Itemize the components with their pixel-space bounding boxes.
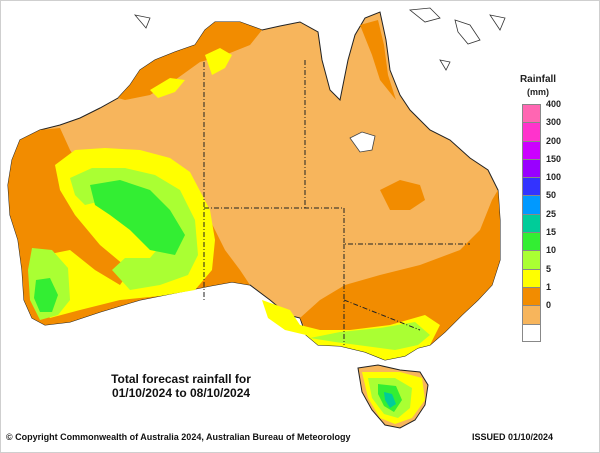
legend-swatch <box>522 104 541 123</box>
legend-scale: 400 300 200 150 100 50 25 15 10 5 1 0 <box>522 99 592 342</box>
legend-swatch <box>522 323 541 342</box>
border-sa-qld <box>343 208 470 245</box>
legend-label: 25 <box>546 208 557 219</box>
legend-title-unit: (mm) <box>527 87 549 97</box>
legend-swatch <box>522 268 541 287</box>
northern-islands <box>133 7 506 71</box>
legend-bin: 100 <box>522 172 592 196</box>
legend-bin: 400 <box>522 99 592 123</box>
legend-bin: 25 <box>522 209 592 233</box>
legend-bin: 200 <box>522 136 592 159</box>
legend-label: 15 <box>546 227 557 238</box>
legend-swatch <box>522 158 541 178</box>
legend-bin: 50 <box>522 190 592 214</box>
legend-swatch <box>522 122 541 141</box>
forecast-caption: Total forecast rainfall for 01/10/2024 t… <box>86 372 276 400</box>
legend-swatch <box>522 140 541 159</box>
legend-label: 150 <box>546 153 562 164</box>
rain-band-5mm-qld <box>380 180 425 210</box>
legend-label: 300 <box>546 117 562 128</box>
legend-title: Rainfall (mm) <box>514 74 562 98</box>
legend-bin: 15 <box>522 227 592 251</box>
tasmania-rain-50mm <box>384 392 396 408</box>
issued-date: ISSUED 01/10/2024 <box>472 432 554 442</box>
rain-band-10mm-top-end <box>150 78 185 98</box>
border-nsw-vic <box>343 299 421 331</box>
legend-bin-bottom <box>522 323 592 342</box>
legend-bin: 5 <box>522 264 592 287</box>
legend-swatch <box>522 195 541 214</box>
rain-band-5mm-north <box>118 22 262 100</box>
legend-swatch <box>522 232 541 251</box>
state-borders <box>203 60 470 345</box>
legend-bin: 150 <box>522 154 592 178</box>
rain-band-5mm-cape <box>360 20 396 100</box>
legend-label: 50 <box>546 190 557 201</box>
legend-label: 100 <box>546 172 562 183</box>
legend-bin: 0 <box>522 300 592 324</box>
legend-swatch <box>522 286 541 306</box>
caption-line-1: Total forecast rainfall for <box>111 372 251 386</box>
inland-lake <box>349 131 376 153</box>
legend-label: 200 <box>546 135 562 146</box>
legend-swatch <box>522 213 541 233</box>
legend-label: 1 <box>546 281 552 292</box>
legend-bin: 1 <box>522 282 592 306</box>
caption-line-2: 01/10/2024 to 08/10/2024 <box>111 386 251 400</box>
rain-band-10mm-north <box>205 48 232 75</box>
legend-bin: 300 <box>522 117 592 141</box>
rain-band-5mm-east <box>300 190 500 350</box>
copyright-notice: © Copyright Commonwealth of Australia 20… <box>6 432 351 442</box>
rain-band-25mm-west <box>90 180 185 255</box>
legend-bin: 10 <box>522 245 592 269</box>
legend-label: 400 <box>546 99 562 109</box>
legend-label: 10 <box>546 245 557 256</box>
legend-title-main: Rainfall <box>519 74 557 85</box>
legend-label: 0 <box>546 300 552 311</box>
legend-swatch <box>522 250 541 269</box>
rain-band-15mm-se <box>310 322 430 350</box>
rain-band-25mm-sw <box>34 278 58 312</box>
legend-swatch <box>522 177 541 196</box>
legend-label: 5 <box>546 263 552 274</box>
legend-swatch <box>522 305 541 324</box>
